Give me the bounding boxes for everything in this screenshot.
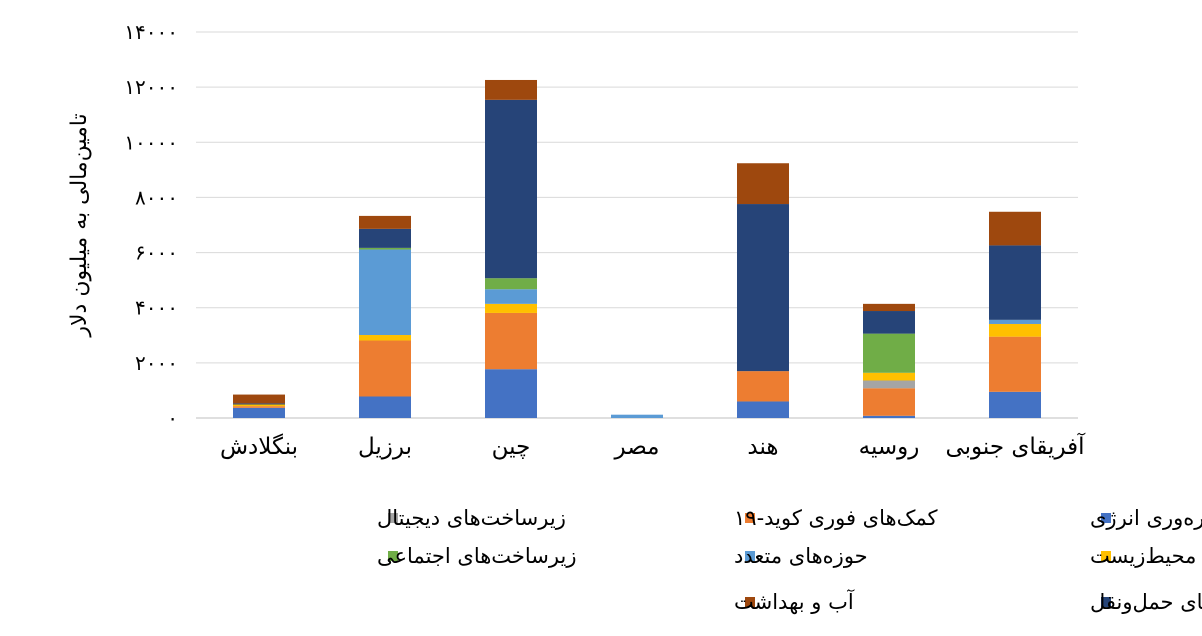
bars xyxy=(233,79,1041,418)
x-tick-label: هند xyxy=(747,434,778,460)
bar-segment xyxy=(233,394,285,404)
x-tick-label: آفریقای جنوبی xyxy=(945,432,1086,460)
bar-segment xyxy=(737,163,789,205)
bar-segment xyxy=(989,391,1041,418)
bar-segment xyxy=(863,415,915,418)
bar-segment xyxy=(863,311,915,334)
bar-segment xyxy=(863,333,915,373)
bar-segment xyxy=(989,211,1041,246)
bar-segment xyxy=(737,401,789,418)
bar-segment xyxy=(737,204,789,372)
bar-segment xyxy=(359,215,411,229)
bar-segment xyxy=(485,278,537,290)
bar-segment xyxy=(863,303,915,312)
legend-swatch xyxy=(388,551,398,561)
bar-segment xyxy=(485,289,537,304)
bar-segment xyxy=(485,99,537,279)
bar-segment xyxy=(233,407,285,418)
bar-segment xyxy=(359,247,411,250)
legend-label: انرژی پاک و بهره‌وری انرژی xyxy=(1090,506,1202,530)
bar-segment xyxy=(359,228,411,248)
legend-label: حفاظت از محیط‌زیست xyxy=(1090,544,1202,568)
y-tick-label: ۴۰۰۰ xyxy=(135,296,178,320)
x-tick-label: برزیل xyxy=(358,434,412,460)
legend-label: حوزه‌های متعدد xyxy=(734,544,868,568)
bar-segment xyxy=(485,303,537,313)
bar-segment xyxy=(485,312,537,370)
y-tick-label: ۰ xyxy=(167,406,178,430)
bar-segment xyxy=(485,79,537,100)
x-tick-label: بنگلادش xyxy=(220,433,298,460)
y-tick-label: ۲۰۰۰ xyxy=(135,351,178,375)
x-tick-label: چین xyxy=(492,434,531,460)
legend-swatch xyxy=(1101,597,1111,607)
legend-swatch xyxy=(745,551,755,561)
bar-segment xyxy=(359,340,411,397)
bar-segment xyxy=(989,319,1041,324)
bar-segment xyxy=(233,403,285,405)
y-tick-label: ۱۴۰۰۰ xyxy=(124,20,178,44)
bar-segment xyxy=(989,336,1041,392)
y-tick-label: ۸۰۰۰ xyxy=(135,185,178,209)
x-tick-label: مصر xyxy=(614,434,660,460)
legend-swatch xyxy=(745,513,755,523)
x-tick-label: روسیه xyxy=(859,434,920,460)
bar-segment xyxy=(611,414,663,418)
legend: انرژی پاک و بهره‌وری انرژی حفاظت از محیط‌… xyxy=(377,506,1202,614)
y-tick-label: ۶۰۰۰ xyxy=(135,241,178,265)
bar-segment xyxy=(233,406,285,408)
bar-segment xyxy=(989,323,1041,337)
bar-segment xyxy=(233,404,285,407)
legend-label: زیرساخت‌های دیجیتال xyxy=(377,506,566,530)
y-axis-ticks: ۰ ۲۰۰۰ ۴۰۰۰ ۶۰۰۰ ۸۰۰۰ ۱۰۰۰۰ ۱۲۰۰۰ ۱۴۰۰۰ xyxy=(124,20,178,430)
y-tick-label: ۱۰۰۰۰ xyxy=(124,130,178,154)
legend-label: زیرساخت‌های حمل‌ونقل xyxy=(1090,590,1202,614)
y-tick-label: ۱۲۰۰۰ xyxy=(124,75,178,99)
legend-swatch xyxy=(388,513,398,523)
legend-swatch xyxy=(1101,551,1111,561)
legend-label: زیرساخت‌های اجتماعی xyxy=(377,544,576,568)
bar-segment xyxy=(359,396,411,418)
legend-swatch xyxy=(745,597,755,607)
bar-segment xyxy=(359,249,411,336)
y-axis-label: تامین‌مالی به میلیون دلار xyxy=(67,113,92,337)
legend-label: کمک‌های فوری کوید-۱۹ xyxy=(734,506,938,530)
bar-segment xyxy=(989,245,1041,320)
gridlines xyxy=(196,31,1078,419)
bar-segment xyxy=(359,335,411,341)
bar-segment xyxy=(737,371,789,402)
bar-segment xyxy=(863,388,915,416)
x-axis-ticks: بنگلادش برزیل چین مصر هند روسیه آفریقای جنوبی xyxy=(220,432,1086,460)
legend-label: آب و بهداشت xyxy=(734,589,855,614)
bar-segment xyxy=(485,369,537,418)
bar-segment xyxy=(863,372,915,381)
bar-segment xyxy=(863,380,915,389)
legend-swatch xyxy=(1101,513,1111,523)
